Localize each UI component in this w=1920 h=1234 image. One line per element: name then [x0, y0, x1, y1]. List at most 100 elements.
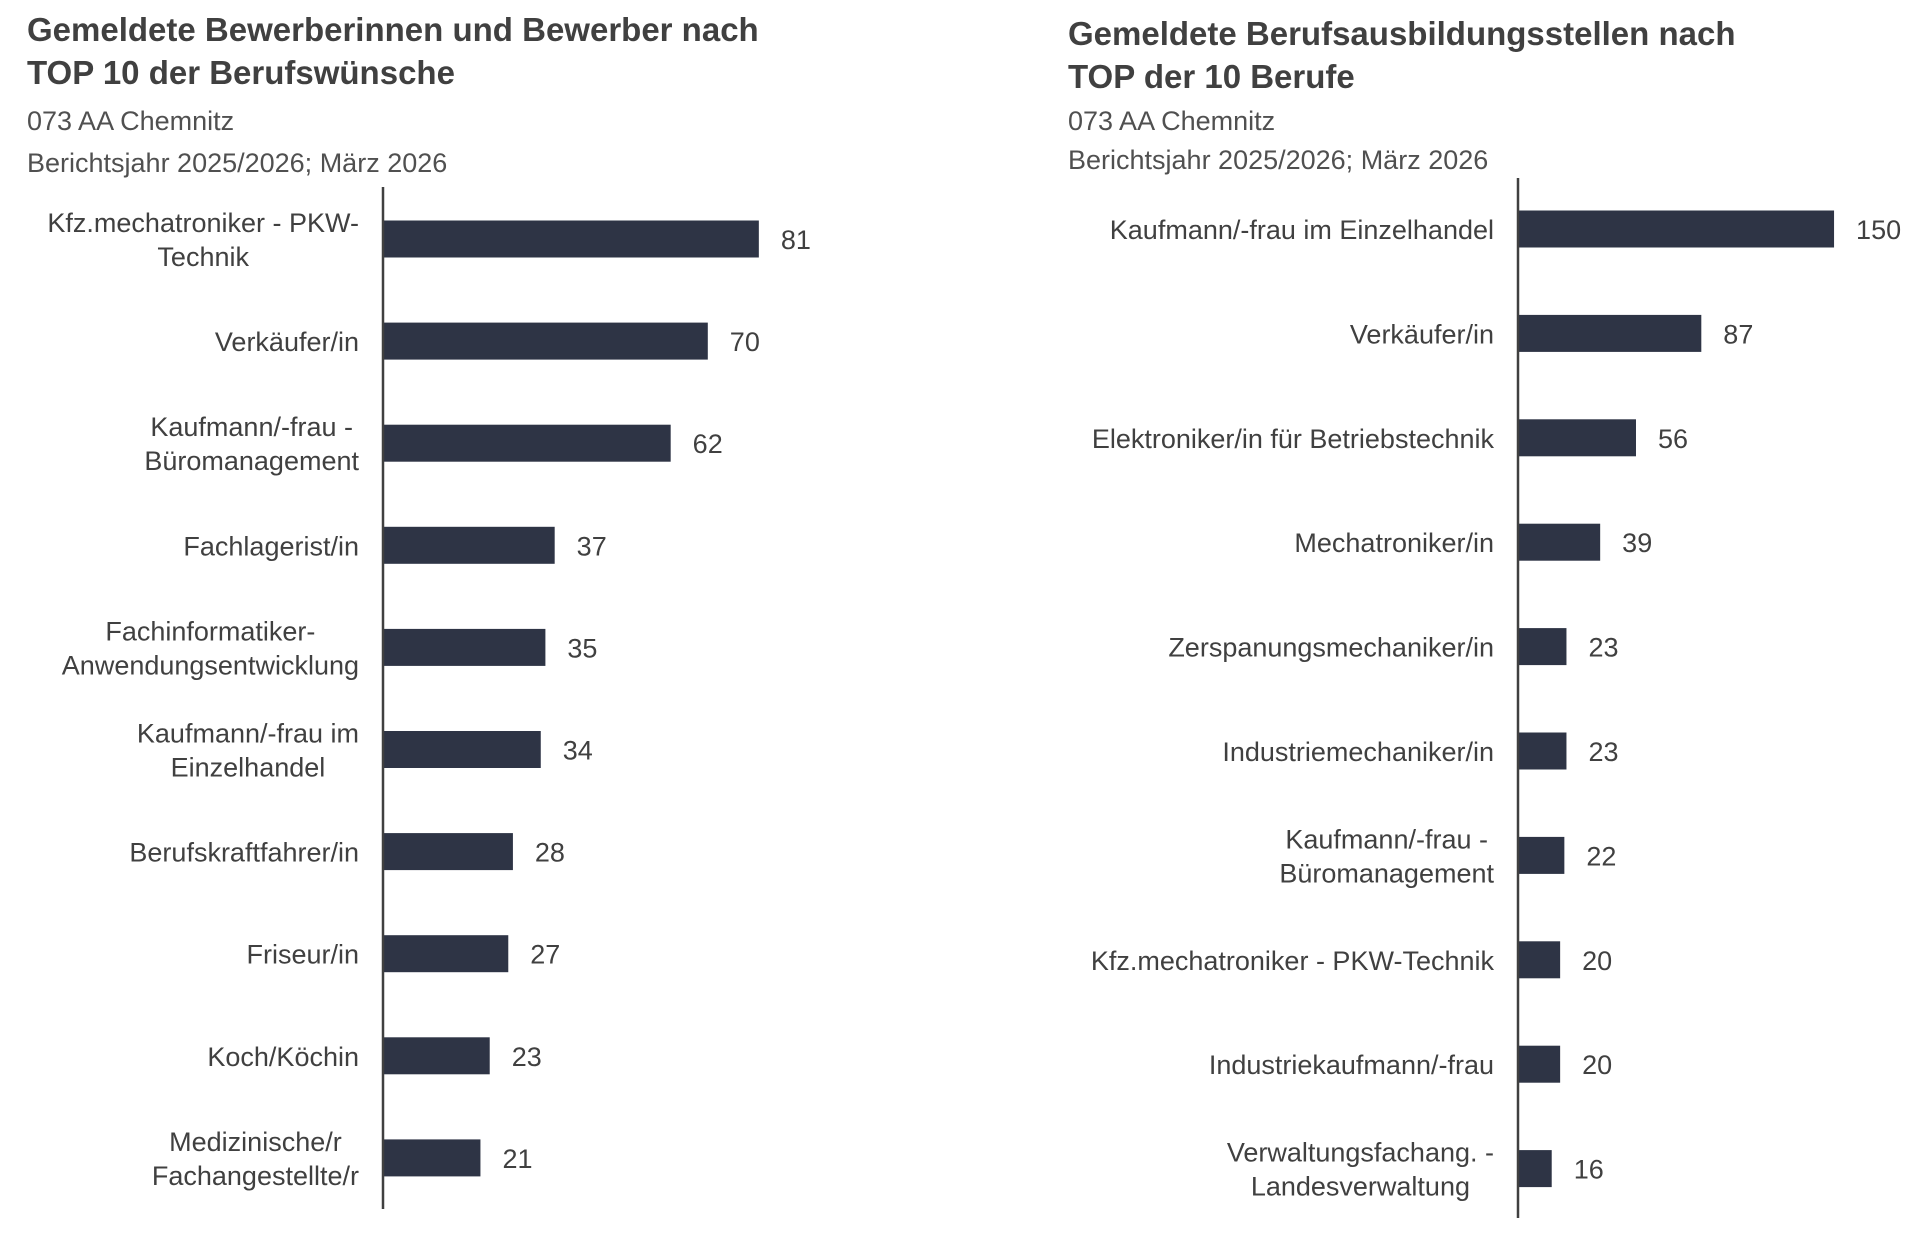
- category-label: Kfz.mechatroniker - PKW- Technik: [47, 208, 359, 272]
- category-label-line: Mechatroniker/in: [1294, 528, 1494, 558]
- title-line: Gemeldete Berufsausbildungsstellen nach: [1068, 15, 1736, 52]
- right-chart-subtitle-period: Berichtsjahr 2025/2026; März 2026: [1068, 145, 1489, 175]
- data-label: 56: [1658, 424, 1688, 454]
- category-label: Industriekaufmann/-frau: [1209, 1050, 1494, 1080]
- category-label-line: Kaufmann/-frau im: [137, 719, 359, 749]
- category-label-line: Verkäufer/in: [215, 327, 359, 357]
- category-label-line: Einzelhandel: [171, 753, 326, 783]
- category-label: Fachinformatiker- Anwendungsentwicklung: [62, 616, 359, 680]
- left-chart-subtitle-region: 073 AA Chemnitz: [27, 106, 235, 136]
- category-label-line: Elektroniker/in für Betriebstechnik: [1092, 424, 1495, 454]
- category-label: Verwaltungsfachang. - Landesverwaltung: [1227, 1138, 1494, 1202]
- category-label-line: Kaufmann/-frau im Einzelhandel: [1110, 215, 1494, 245]
- category-label-line: Industriemechaniker/in: [1222, 737, 1494, 767]
- category-label: Verkäufer/in: [215, 327, 359, 357]
- bar: [1518, 523, 1601, 561]
- category-label: Zerspanungsmechaniker/in: [1168, 633, 1494, 663]
- data-label: 23: [512, 1042, 542, 1072]
- category-label-line: Landesverwaltung: [1251, 1172, 1470, 1202]
- bar: [383, 526, 555, 564]
- category-label: Kfz.mechatroniker - PKW-Technik: [1091, 946, 1495, 976]
- category-label-line: Technik: [157, 242, 249, 272]
- category-label-line: Verkäufer/in: [1350, 319, 1494, 349]
- bar: [1518, 941, 1561, 979]
- category-label-line: Friseur/in: [246, 940, 359, 970]
- category-label-line: Kfz.mechatroniker - PKW-: [47, 208, 359, 238]
- right-chart-subtitle-region: 073 AA Chemnitz: [1068, 106, 1276, 136]
- title-line: Gemeldete Bewerberinnen und Bewerber nac…: [27, 11, 759, 48]
- data-label: 16: [1574, 1155, 1604, 1185]
- bar: [383, 833, 513, 871]
- category-label-line: Büromanagement: [1279, 858, 1494, 888]
- bar: [1518, 1045, 1561, 1083]
- data-label: 62: [693, 429, 723, 459]
- category-label: Kaufmann/-frau im Einzelhandel: [1110, 215, 1494, 245]
- left-bar-chart: 81 Kfz.mechatroniker - PKW- Technik 70 Verkä…: [47, 187, 811, 1209]
- category-label: Friseur/in: [246, 940, 359, 970]
- data-label: 28: [535, 838, 565, 868]
- title-line: TOP 10 der Berufswünsche: [27, 54, 455, 91]
- left-chart-title: Gemeldete Bewerberinnen und Bewerber nac…: [27, 8, 759, 94]
- category-label: Fachlagerist/in: [183, 531, 359, 561]
- data-label: 37: [577, 531, 607, 561]
- category-label: Koch/Köchin: [207, 1042, 359, 1072]
- data-label: 34: [563, 736, 593, 766]
- title-line: TOP der 10 Berufe: [1068, 58, 1355, 95]
- category-label: Mechatroniker/in: [1294, 528, 1494, 558]
- bar: [383, 424, 671, 462]
- bar: [1518, 732, 1567, 770]
- category-label-line: Zerspanungsmechaniker/in: [1168, 633, 1494, 663]
- category-label: Medizinische/r Fachangestellte/r: [152, 1127, 359, 1191]
- data-label: 27: [530, 940, 560, 970]
- bar: [1518, 628, 1567, 666]
- category-label: Verkäufer/in: [1350, 319, 1494, 349]
- bar: [383, 322, 708, 360]
- category-label-line: Anwendungsentwicklung: [62, 650, 359, 680]
- category-label-line: Berufskraftfahrer/in: [129, 838, 359, 868]
- category-label-line: Fachangestellte/r: [152, 1161, 359, 1191]
- bar: [1518, 836, 1565, 874]
- data-label: 70: [730, 327, 760, 357]
- category-label: Kaufmann/-frau - Büromanagement: [1279, 824, 1494, 888]
- data-label: 39: [1622, 528, 1652, 558]
- category-label-line: Kaufmann/-frau -: [150, 412, 353, 442]
- category-label-line: Büromanagement: [144, 446, 359, 476]
- bar: [383, 731, 541, 768]
- bar: [1518, 419, 1636, 457]
- category-label-line: Fachlagerist/in: [183, 531, 359, 561]
- right-bar-chart: 150 Kaufmann/-frau im Einzelhandel 87 Verkä…: [1091, 178, 1901, 1218]
- data-label: 20: [1582, 946, 1612, 976]
- category-label: Kaufmann/-frau im Einzelhandel: [137, 719, 359, 783]
- category-label-line: Koch/Köchin: [207, 1042, 359, 1072]
- data-label: 20: [1582, 1050, 1612, 1080]
- left-chart-subtitle-period: Berichtsjahr 2025/2026; März 2026: [27, 148, 448, 178]
- bar: [1518, 1150, 1552, 1188]
- bar: [383, 935, 509, 973]
- bar: [1518, 210, 1835, 248]
- data-label: 23: [1588, 633, 1618, 663]
- category-label-line: Kaufmann/-frau -: [1285, 824, 1488, 854]
- data-label: 22: [1586, 841, 1616, 871]
- category-label-line: Kfz.mechatroniker - PKW-Technik: [1091, 946, 1495, 976]
- category-label: Kaufmann/-frau - Büromanagement: [144, 412, 359, 476]
- bar: [383, 628, 546, 666]
- category-label: Elektroniker/in für Betriebstechnik: [1092, 424, 1495, 454]
- bar: [383, 1139, 481, 1177]
- bar: [383, 220, 759, 258]
- data-label: 87: [1723, 319, 1753, 349]
- data-label: 150: [1856, 215, 1901, 245]
- category-label-line: Verwaltungsfachang. -: [1227, 1138, 1494, 1168]
- data-label: 35: [567, 633, 597, 663]
- category-label: Industriemechaniker/in: [1222, 737, 1494, 767]
- bar: [1518, 314, 1702, 352]
- bar: [383, 1037, 490, 1075]
- data-label: 21: [502, 1144, 532, 1174]
- category-label-line: Fachinformatiker-: [105, 616, 315, 646]
- category-label: Berufskraftfahrer/in: [129, 838, 359, 868]
- category-label-line: Medizinische/r: [169, 1127, 342, 1157]
- data-label: 81: [781, 225, 811, 255]
- right-chart-title: Gemeldete Berufsausbildungsstellen nach …: [1068, 12, 1736, 98]
- category-label-line: Industriekaufmann/-frau: [1209, 1050, 1494, 1080]
- data-label: 23: [1588, 737, 1618, 767]
